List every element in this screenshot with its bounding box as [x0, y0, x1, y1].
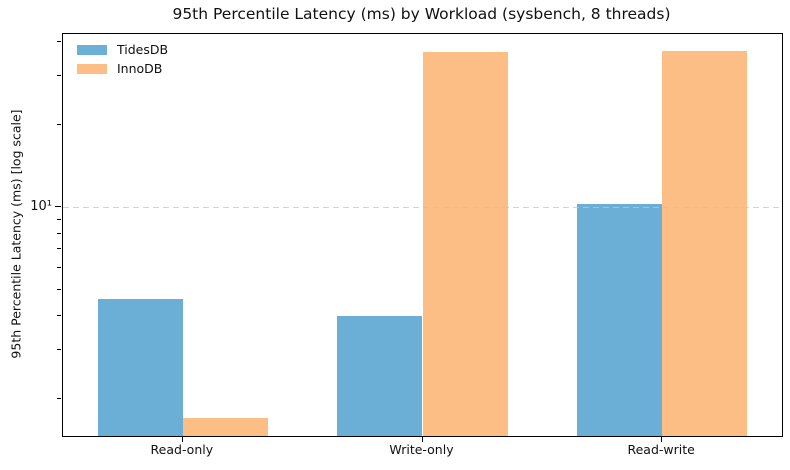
bar-innodb-read-only: [182, 417, 268, 436]
y-minor-tick: [57, 232, 61, 234]
y-tick-label: 10¹: [30, 198, 52, 214]
legend-label-tidesdb: TidesDB: [117, 42, 169, 57]
x-tick-label-read-only: Read-only: [150, 442, 214, 457]
x-tick: [661, 436, 663, 442]
x-tick-label-write-only: Write-only: [389, 442, 454, 457]
legend-swatch-innodb: [77, 63, 107, 74]
legend: TidesDB InnoDB: [77, 40, 168, 78]
y-minor-tick: [57, 315, 61, 317]
y-minor-tick: [57, 41, 61, 43]
x-tick: [421, 436, 423, 442]
bar-tidesdb-read-write: [577, 203, 663, 436]
y-minor-tick: [57, 349, 61, 351]
chart-title: 95th Percentile Latency (ms) by Workload…: [172, 5, 671, 23]
legend-item-innodb: InnoDB: [77, 59, 168, 78]
bar-tidesdb-write-only: [337, 316, 423, 436]
bar-innodb-read-write: [662, 50, 748, 436]
y-major-tick: [54, 206, 61, 208]
legend-item-tidesdb: TidesDB: [77, 40, 168, 59]
y-minor-tick: [57, 288, 61, 290]
plot-area: [62, 33, 783, 437]
bar-tidesdb-read-only: [97, 299, 183, 436]
bar-innodb-write-only: [422, 51, 508, 436]
x-tick-label-read-write: Read-write: [627, 442, 695, 457]
y-gridline: [63, 207, 782, 209]
y-axis-label: 95th Percentile Latency (ms) [log scale]: [8, 109, 24, 359]
legend-label-innodb: InnoDB: [117, 61, 163, 76]
y-minor-tick: [57, 266, 61, 268]
y-minor-tick: [57, 218, 61, 220]
y-minor-tick: [57, 123, 61, 125]
legend-swatch-tidesdb: [77, 44, 107, 55]
y-minor-tick: [57, 248, 61, 250]
y-minor-tick: [57, 397, 61, 399]
y-minor-tick: [57, 75, 61, 77]
x-tick: [181, 436, 184, 442]
